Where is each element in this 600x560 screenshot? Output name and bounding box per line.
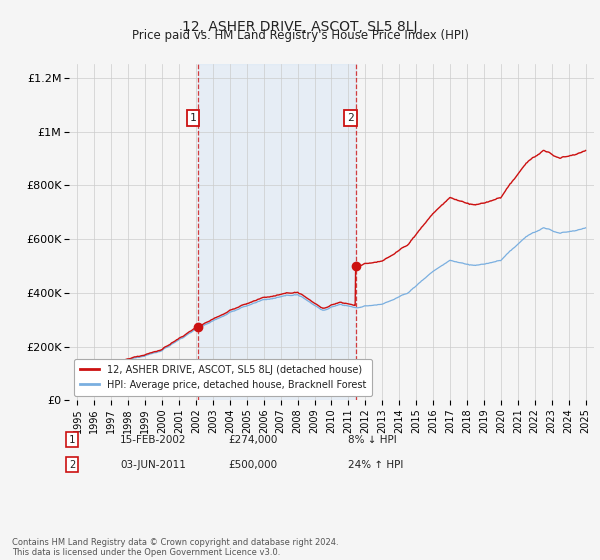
Legend: 12, ASHER DRIVE, ASCOT, SL5 8LJ (detached house), HPI: Average price, detached h: 12, ASHER DRIVE, ASCOT, SL5 8LJ (detache… [74,359,372,395]
Text: 15-FEB-2002: 15-FEB-2002 [120,435,187,445]
Text: £274,000: £274,000 [228,435,277,445]
Text: 03-JUN-2011: 03-JUN-2011 [120,460,186,470]
Text: 2: 2 [347,113,354,123]
Text: 1: 1 [190,113,196,123]
Text: 12, ASHER DRIVE, ASCOT, SL5 8LJ: 12, ASHER DRIVE, ASCOT, SL5 8LJ [182,20,418,34]
Text: 24% ↑ HPI: 24% ↑ HPI [348,460,403,470]
Text: 1: 1 [69,435,75,445]
Bar [198,64,356,400]
Text: £500,000: £500,000 [228,460,277,470]
Text: 2: 2 [69,460,75,470]
Text: Contains HM Land Registry data © Crown copyright and database right 2024.
This d: Contains HM Land Registry data © Crown c… [12,538,338,557]
Text: 8% ↓ HPI: 8% ↓ HPI [348,435,397,445]
Text: Price paid vs. HM Land Registry's House Price Index (HPI): Price paid vs. HM Land Registry's House … [131,29,469,42]
